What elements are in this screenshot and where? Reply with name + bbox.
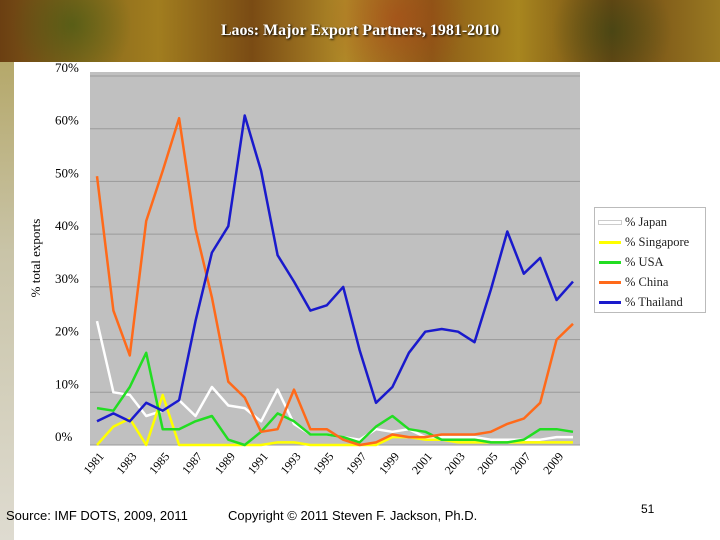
- x-tick-label: 2005: [475, 450, 501, 477]
- y-axis-label: % total exports: [28, 219, 43, 298]
- sidebar-decoration: [0, 62, 14, 540]
- legend-item-singapore: % Singapore: [599, 232, 705, 252]
- x-tick-label: 1991: [245, 450, 271, 477]
- legend-label: % USA: [625, 254, 664, 269]
- legend-swatch: [599, 260, 621, 264]
- x-tick-label: 1995: [310, 450, 336, 477]
- legend-swatch: [599, 220, 621, 224]
- legend-item-china: % China: [599, 272, 705, 292]
- header-banner: [0, 0, 720, 62]
- page-number: 51: [641, 502, 655, 516]
- plot-area: [90, 72, 580, 445]
- legend-label: % Thailand: [625, 294, 683, 309]
- x-tick-label: 1985: [146, 450, 172, 477]
- x-tick-label: 1999: [376, 450, 402, 477]
- y-tick-label: 40%: [55, 218, 79, 233]
- source-note: Source: IMF DOTS, 2009, 2011: [6, 508, 188, 523]
- legend: % Japan % Singapore % USA % China % Thailand: [594, 207, 706, 313]
- legend-item-thailand: % Thailand: [599, 292, 705, 312]
- copyright-note: Copyright © 2011 Steven F. Jackson, Ph.D…: [228, 508, 478, 523]
- y-tick-label: 70%: [55, 60, 79, 75]
- legend-swatch: [599, 280, 621, 284]
- y-tick-label: 50%: [55, 165, 79, 180]
- y-tick-label: 20%: [55, 324, 79, 339]
- series-line-thailand: [96, 114, 574, 423]
- legend-label: % Singapore: [625, 234, 690, 249]
- legend-label: % China: [625, 274, 669, 289]
- x-tick-label: 2001: [409, 450, 435, 477]
- legend-swatch: [599, 300, 621, 304]
- x-tick-label: 2009: [540, 450, 566, 477]
- x-tick-label: 1987: [179, 450, 205, 477]
- x-tick-label: 1983: [113, 450, 139, 477]
- y-tick-label: 60%: [55, 113, 79, 128]
- legend-item-japan: % Japan: [599, 212, 705, 232]
- y-tick-label: 0%: [55, 429, 73, 444]
- x-tick-label: 2007: [507, 450, 533, 477]
- x-tick-label: 2003: [442, 450, 468, 477]
- x-tick-label: 1997: [343, 450, 369, 477]
- chart-title: Laos: Major Export Partners, 1981-2010: [220, 22, 500, 39]
- legend-item-usa: % USA: [599, 252, 705, 272]
- legend-label: % Japan: [625, 214, 667, 229]
- x-tick-label: 1993: [278, 450, 304, 477]
- series-line-china: [95, 116, 574, 447]
- x-tick-label: 1981: [81, 450, 107, 477]
- y-tick-label: 10%: [55, 376, 79, 391]
- y-tick-label: 30%: [55, 271, 79, 286]
- x-tick-label: 1989: [212, 450, 238, 477]
- legend-swatch: [599, 240, 621, 244]
